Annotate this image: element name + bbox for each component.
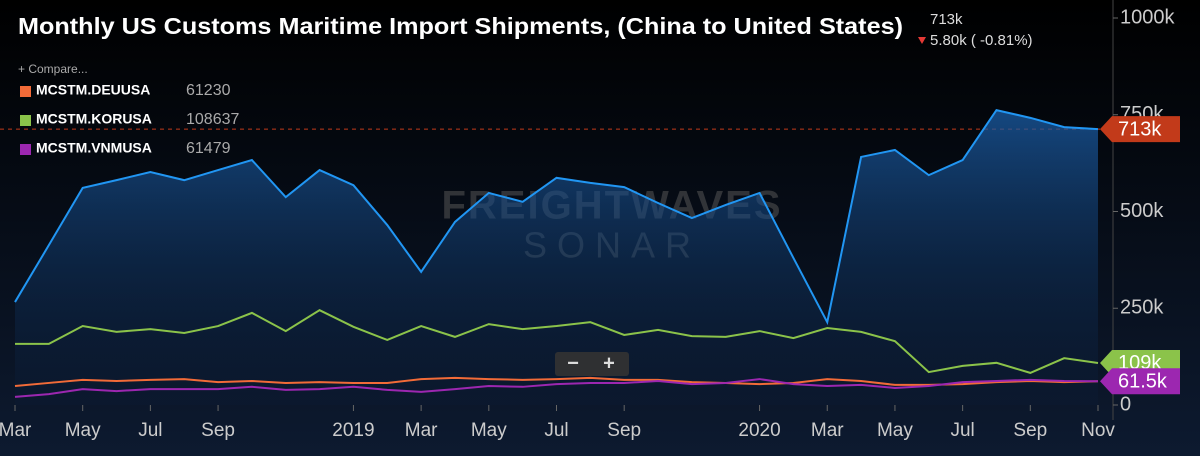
- x-tick-label: May: [877, 420, 913, 441]
- y-tick-label: 0: [1120, 393, 1131, 415]
- header-value: 713k: [930, 11, 963, 28]
- x-tick-label: Mar: [405, 420, 438, 441]
- plot: FREIGHTWAVESSONAR: [0, 108, 1100, 405]
- line: [14, 108, 1099, 326]
- legend-swatch: [20, 115, 31, 126]
- x-tick-label: Jul: [544, 420, 568, 441]
- legend-value: 108637: [186, 111, 239, 128]
- legend-label: MCSTM.DEUUSA: [36, 82, 150, 98]
- zoom-controls: [555, 352, 629, 376]
- legend-swatch: [20, 86, 31, 97]
- compare-button[interactable]: + Compare...: [18, 62, 88, 76]
- y-tick-label: 500k: [1120, 200, 1164, 222]
- line: [15, 309, 1099, 374]
- x-tick-label: 2020: [738, 420, 780, 441]
- down-arrow: [918, 37, 926, 44]
- line: [14, 378, 1099, 398]
- x-tick-label: Jul: [950, 420, 974, 441]
- x-tick-label: Jul: [138, 420, 162, 441]
- value-badge-label: 61.5k: [1118, 370, 1168, 392]
- x-tick-label: 2019: [332, 420, 374, 441]
- legend-value: 61479: [186, 140, 231, 157]
- y-tick-label: 1000k: [1120, 6, 1175, 28]
- legend-label: MCSTM.VNMUSA: [36, 140, 152, 156]
- x-tick-label: Sep: [607, 420, 641, 441]
- value-badge: [1100, 116, 1180, 143]
- legend-label: MCSTM.KORUSA: [36, 111, 152, 127]
- x-tick-label: May: [471, 420, 507, 441]
- y-tick-label: 250k: [1120, 297, 1164, 319]
- value-badge-label: 713k: [1118, 118, 1162, 140]
- x-tick-label: May: [65, 420, 101, 441]
- header-change: 5.80k ( -0.81%): [930, 32, 1033, 49]
- x-tick-label: Sep: [201, 420, 235, 441]
- zoom-in[interactable]: +: [603, 352, 615, 374]
- legend-value: 61230: [186, 82, 231, 99]
- x-tick-label: Sep: [1013, 420, 1047, 441]
- chart-title: Monthly US Customs Maritime Import Shipm…: [18, 13, 903, 39]
- x-tick-label: Mar: [0, 420, 32, 441]
- zoom-out[interactable]: −: [567, 352, 579, 374]
- value-badge: [1100, 368, 1180, 395]
- x-tick-label: Mar: [811, 420, 844, 441]
- x-tick-label: Nov: [1081, 420, 1115, 441]
- legend-swatch: [20, 144, 31, 155]
- line: [14, 376, 1099, 388]
